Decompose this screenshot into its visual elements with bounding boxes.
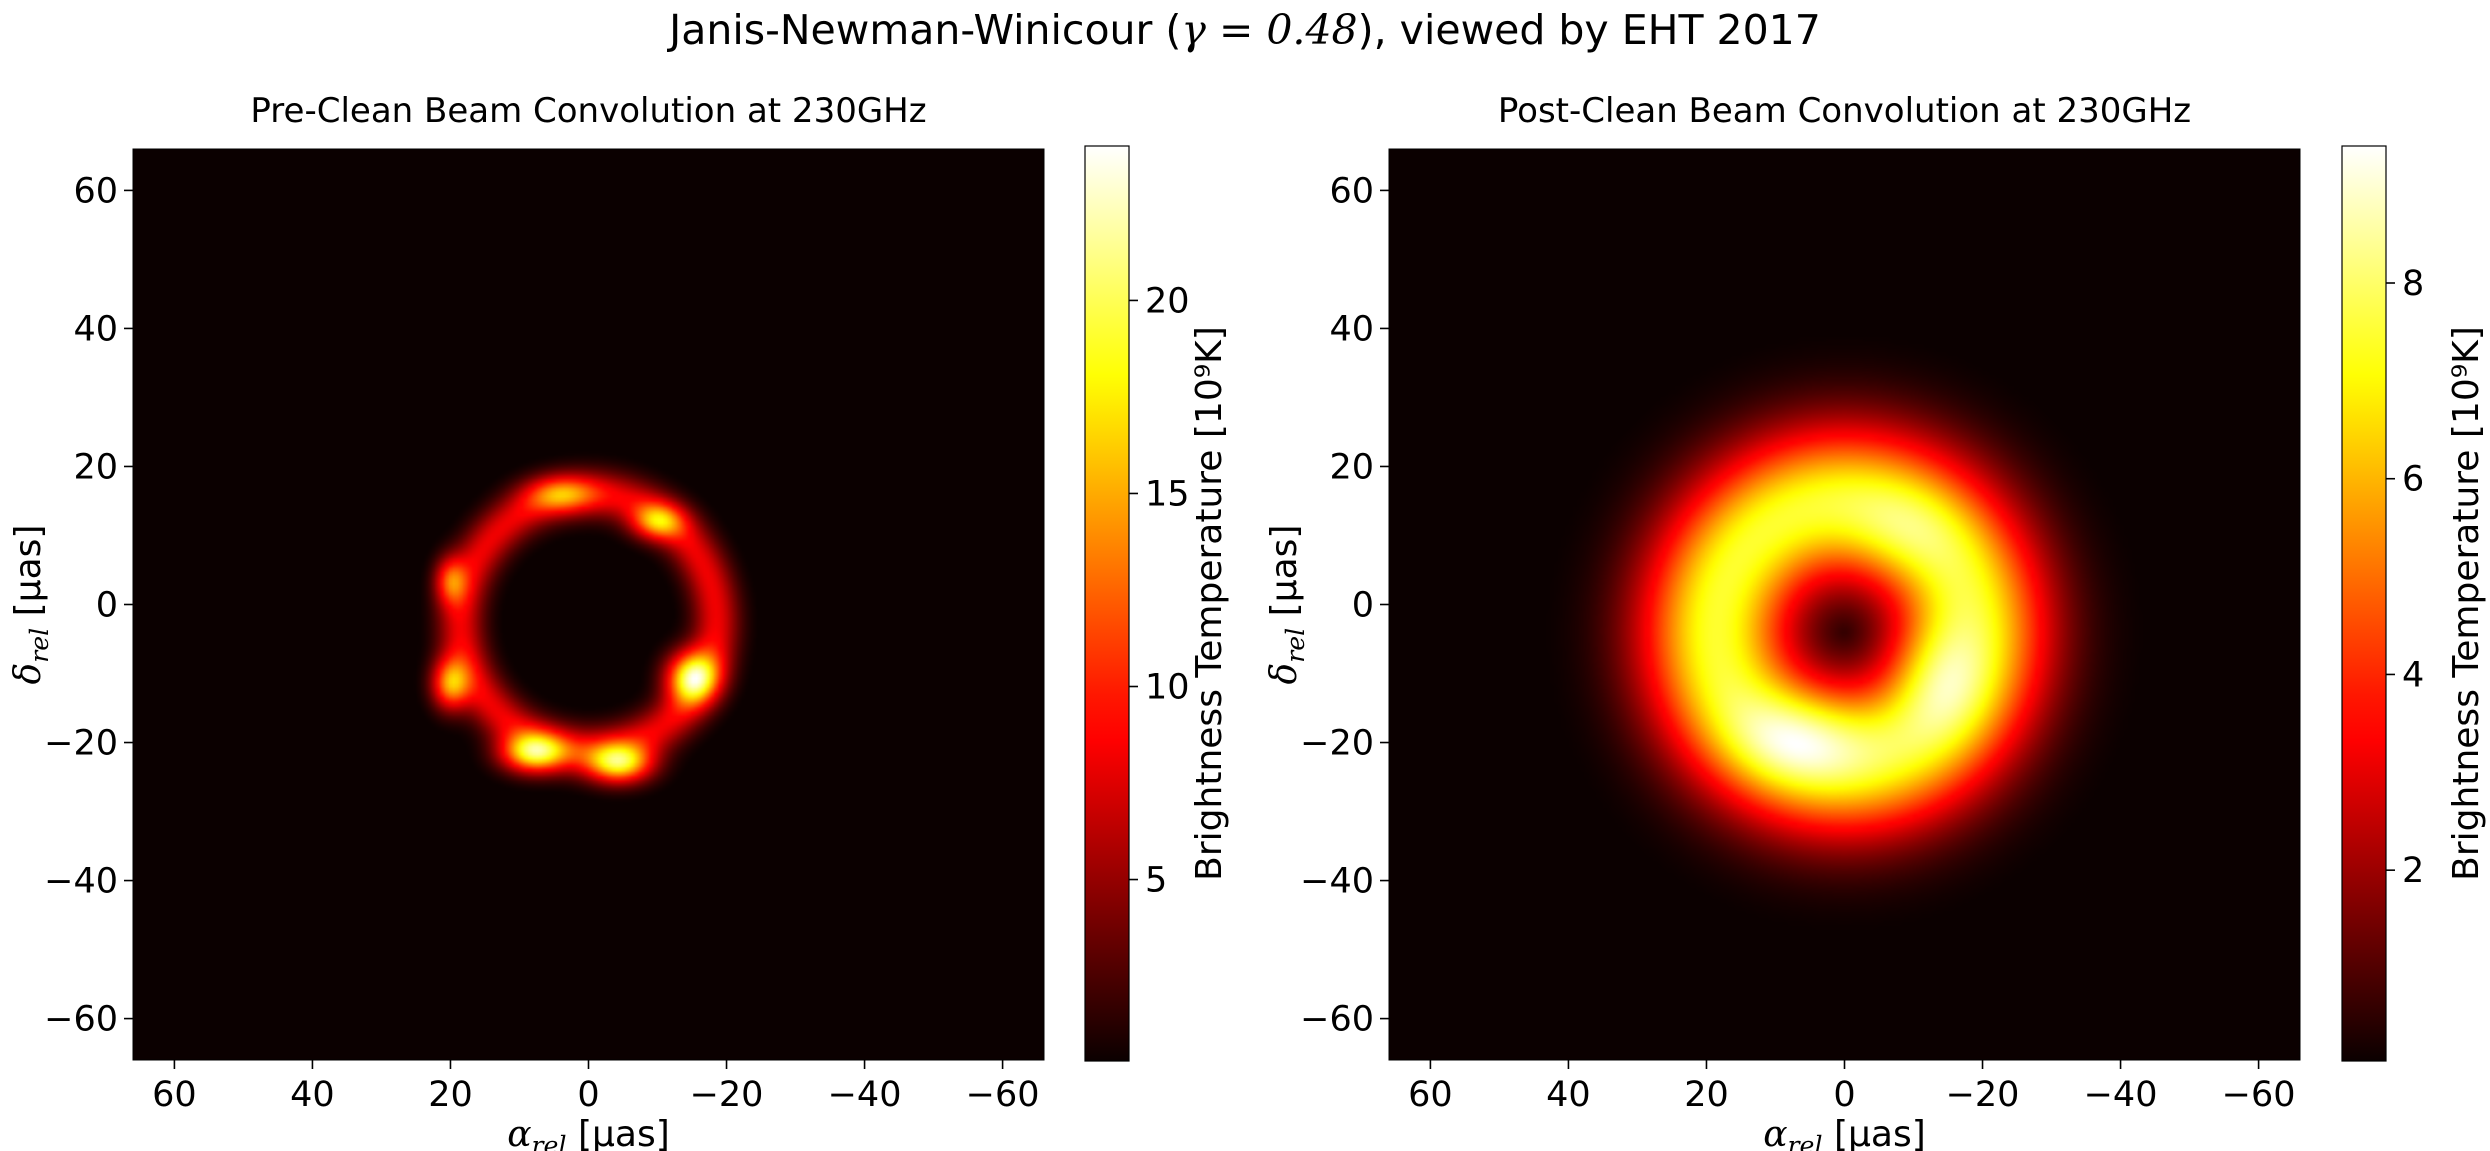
colorbar [1084, 145, 1130, 1062]
x-axis-label: αrel [μas] [1763, 1114, 1926, 1151]
x-tick-label: 60 [1408, 1075, 1453, 1115]
y-tick-label: 40 [1329, 309, 1374, 349]
colorbar [2341, 145, 2387, 1062]
heatmap-image [133, 149, 1044, 1060]
x-tick-label: −60 [966, 1075, 1040, 1115]
y-tick-label: 0 [1352, 586, 1374, 626]
colorbar-label: Brightness Temperature [10⁹K] [2446, 326, 2487, 881]
y-tick-label: 20 [73, 447, 118, 487]
x-axis-label: αrel [μas] [507, 1114, 670, 1151]
colorbar-tick-label: 4 [2402, 655, 2424, 695]
y-tick-label: 20 [1329, 447, 1374, 487]
y-tick-label: −60 [44, 1000, 118, 1040]
x-tick-label: −60 [2222, 1075, 2296, 1115]
colorbar-tick-label: 5 [1145, 861, 1167, 901]
x-tick-label: 0 [1833, 1075, 1855, 1115]
y-tick-label: 60 [73, 171, 118, 211]
colorbar-tick-label: 15 [1145, 474, 1190, 514]
y-tick-label: −60 [1300, 1000, 1374, 1040]
colorbar-tick-label: 6 [2402, 460, 2424, 500]
x-tick-label: 40 [1546, 1075, 1591, 1115]
x-tick-label: 0 [577, 1075, 599, 1115]
y-tick-label: −40 [44, 862, 118, 902]
x-tick-label: 40 [290, 1075, 335, 1115]
x-tick-label: −40 [828, 1075, 902, 1115]
heatmap-image [1389, 149, 2300, 1060]
y-tick-label: 0 [96, 586, 118, 626]
y-axis-label: δrel [μas] [1264, 525, 1310, 685]
panel-title: Pre-Clean Beam Convolution at 230GHz [250, 91, 926, 131]
colorbar-tick-label: 20 [1145, 281, 1190, 321]
y-tick-label: −20 [44, 724, 118, 764]
panel-pre-clean: Pre-Clean Beam Convolution at 230GHz 60 40… [8, 91, 1230, 1151]
figure-title: Janis-Newman-Winicour (γ = 0.48), viewed… [669, 6, 1821, 54]
y-tick-label: −40 [1300, 862, 1374, 902]
y-tick-label: −20 [1300, 724, 1374, 764]
x-tick-label: 60 [152, 1075, 197, 1115]
x-tick-label: −20 [690, 1075, 764, 1115]
y-axis-label: δrel [μas] [8, 525, 54, 685]
x-tick-label: 20 [428, 1075, 473, 1115]
x-tick-label: −40 [2084, 1075, 2158, 1115]
colorbar-tick-label: 10 [1145, 668, 1190, 708]
colorbar-label: Brightness Temperature [10⁹K] [1189, 326, 1230, 881]
y-tick-label: 40 [73, 309, 118, 349]
colorbar-tick-label: 8 [2402, 264, 2424, 304]
x-tick-label: −20 [1946, 1075, 2020, 1115]
colorbar-tick-label: 2 [2402, 851, 2424, 891]
y-tick-label: 60 [1329, 171, 1374, 211]
x-tick-label: 20 [1684, 1075, 1729, 1115]
panel-title: Post-Clean Beam Convolution at 230GHz [1498, 91, 2191, 131]
